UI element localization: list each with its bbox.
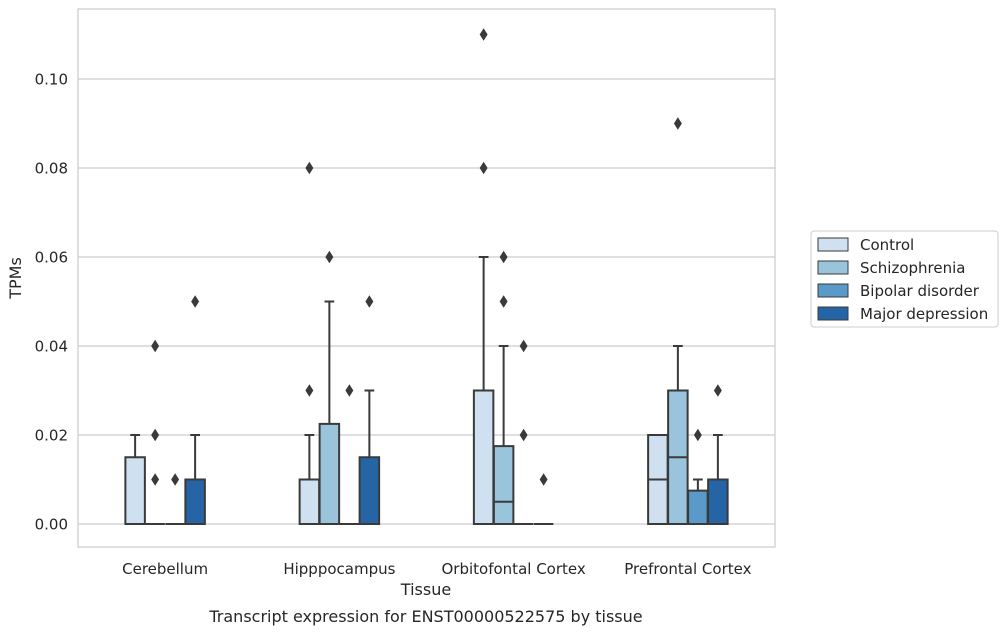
box-control [647,434,669,525]
legend-swatch [817,283,849,298]
legend-frame [810,230,999,328]
box-body [492,445,515,525]
legend-swatch [817,260,849,275]
y-axis-ticks: 0.00 0.02 0.04 0.06 0.08 0.10 [35,71,68,534]
legend-label: Control [860,236,914,254]
outlier-point [479,28,488,41]
outlier-point [365,295,374,308]
x-tick-label: Hipppocampus [283,560,395,578]
box-body [687,489,709,525]
outlier-point [693,428,702,442]
box-body [358,456,381,525]
box-bipolar-disorder [513,339,534,525]
legend-label: Bipolar disorder [860,282,980,300]
outlier-point [519,428,528,442]
x-tick-label: Prefrontal Cortex [624,560,751,578]
box-control [124,434,146,525]
box-body [707,478,729,525]
outlier-point [191,295,200,308]
legend-swatch [817,237,849,252]
chart-caption: Transcript expression for ENST0000052257… [208,607,642,626]
outlier-point [151,339,160,353]
legend-swatch [817,306,849,321]
box-major-depression [184,295,206,525]
outlier-point [151,473,160,486]
x-axis-label: Tissue [400,580,451,599]
outlier-point [479,161,488,175]
y-tick-label: 0.00 [35,516,68,534]
box-schizophrenia [667,117,689,525]
outlier-point [539,473,548,486]
box-schizophrenia [318,250,341,525]
box-bipolar-disorder [339,384,360,525]
box-major-depression [533,473,554,525]
box-body [318,422,341,525]
outlier-point [499,295,508,308]
outlier-point [305,161,314,175]
y-tick-label: 0.02 [35,427,68,445]
x-axis-ticks: Cerebellum Hipppocampus Orbitofontal Corte… [122,560,751,578]
outlier-point [499,250,508,264]
y-tick-label: 0.10 [35,71,68,89]
box-bipolar-disorder [165,473,185,525]
box-control [472,28,495,525]
outlier-point [325,250,334,264]
box-body [298,478,321,525]
x-tick-label: Orbitofontal Cortex [442,560,586,578]
y-tick-label: 0.08 [35,160,68,178]
box-bipolar-disorder [687,428,709,525]
outlier-point [305,384,314,397]
outlier-point [345,384,354,397]
box-schizophrenia [145,339,165,525]
boxes-layer [124,28,729,525]
box-body [184,478,206,525]
outlier-point [519,339,528,353]
outlier-point [673,117,682,130]
y-tick-label: 0.04 [35,338,68,356]
outlier-point [151,428,160,442]
box-major-depression [707,384,729,525]
legend-label: Major depression [860,305,988,323]
box-control [298,161,321,525]
legend: Control Schizophrenia Bipolar disorder Majo… [810,230,999,328]
box-body [124,456,146,525]
outlier-point [171,473,180,486]
outlier-point [713,384,722,397]
box-major-depression [358,295,381,525]
legend-label: Schizophrenia [860,259,965,277]
y-axis-label: TPMs [6,257,25,300]
x-tick-label: Cerebellum [122,560,208,578]
box-schizophrenia [492,250,515,525]
box-body [472,389,495,525]
y-tick-label: 0.06 [35,249,68,267]
